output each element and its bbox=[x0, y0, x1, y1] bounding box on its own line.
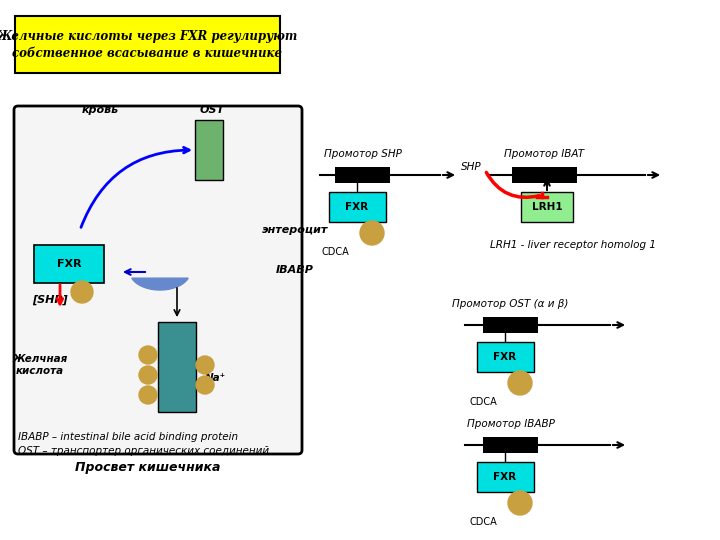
FancyBboxPatch shape bbox=[195, 120, 223, 180]
Text: CDCA: CDCA bbox=[469, 397, 497, 407]
FancyBboxPatch shape bbox=[158, 322, 196, 412]
Text: OST: OST bbox=[199, 105, 225, 115]
FancyBboxPatch shape bbox=[34, 245, 104, 283]
Text: Желчная
кислота: Желчная кислота bbox=[12, 354, 68, 376]
Circle shape bbox=[139, 346, 157, 364]
Text: кровь: кровь bbox=[81, 105, 119, 115]
FancyBboxPatch shape bbox=[521, 192, 573, 222]
Text: LRH1: LRH1 bbox=[531, 202, 562, 212]
FancyBboxPatch shape bbox=[15, 16, 280, 73]
Text: Желчные кислоты через FXR регулируют
собственное всасывание в кишечнике: Желчные кислоты через FXR регулируют соб… bbox=[0, 30, 297, 60]
Polygon shape bbox=[132, 278, 188, 290]
Text: FXR: FXR bbox=[57, 259, 81, 269]
Circle shape bbox=[508, 491, 532, 515]
Circle shape bbox=[139, 386, 157, 404]
FancyBboxPatch shape bbox=[477, 342, 534, 372]
Text: IBABP: IBABP bbox=[276, 265, 314, 275]
FancyBboxPatch shape bbox=[335, 167, 390, 183]
Text: Промотор IBAT: Промотор IBAT bbox=[505, 149, 585, 159]
Text: CDCA: CDCA bbox=[469, 517, 497, 527]
Circle shape bbox=[71, 281, 93, 303]
FancyBboxPatch shape bbox=[512, 167, 577, 183]
Text: Просвет кишечника: Просвет кишечника bbox=[76, 461, 221, 474]
Text: Промотор OST (α и β): Промотор OST (α и β) bbox=[452, 299, 569, 309]
Circle shape bbox=[508, 371, 532, 395]
Text: Промотор IBABP: Промотор IBABP bbox=[467, 419, 554, 429]
Circle shape bbox=[360, 221, 384, 245]
Text: CDCA: CDCA bbox=[321, 247, 349, 257]
FancyBboxPatch shape bbox=[329, 192, 386, 222]
Text: [SHP]: [SHP] bbox=[32, 295, 68, 305]
FancyBboxPatch shape bbox=[477, 462, 534, 492]
Text: IBABP – intestinal bile acid binding protein
OST – транспортер органических соед: IBABP – intestinal bile acid binding pro… bbox=[18, 432, 269, 456]
Text: энтероцит: энтероцит bbox=[262, 225, 328, 235]
Text: FXR: FXR bbox=[346, 202, 369, 212]
Circle shape bbox=[196, 376, 214, 394]
Circle shape bbox=[139, 366, 157, 384]
Text: Na⁺: Na⁺ bbox=[204, 373, 225, 383]
FancyBboxPatch shape bbox=[483, 317, 538, 333]
Text: FXR: FXR bbox=[493, 352, 516, 362]
Circle shape bbox=[196, 356, 214, 374]
Text: SHP: SHP bbox=[462, 162, 482, 172]
FancyBboxPatch shape bbox=[14, 106, 302, 454]
Text: FXR: FXR bbox=[493, 472, 516, 482]
Text: LRH1 - liver receptor homolog 1: LRH1 - liver receptor homolog 1 bbox=[490, 240, 656, 250]
Text: IBAT: IBAT bbox=[166, 335, 194, 345]
Text: Промотор SHP: Промотор SHP bbox=[323, 149, 402, 159]
FancyBboxPatch shape bbox=[483, 437, 538, 453]
